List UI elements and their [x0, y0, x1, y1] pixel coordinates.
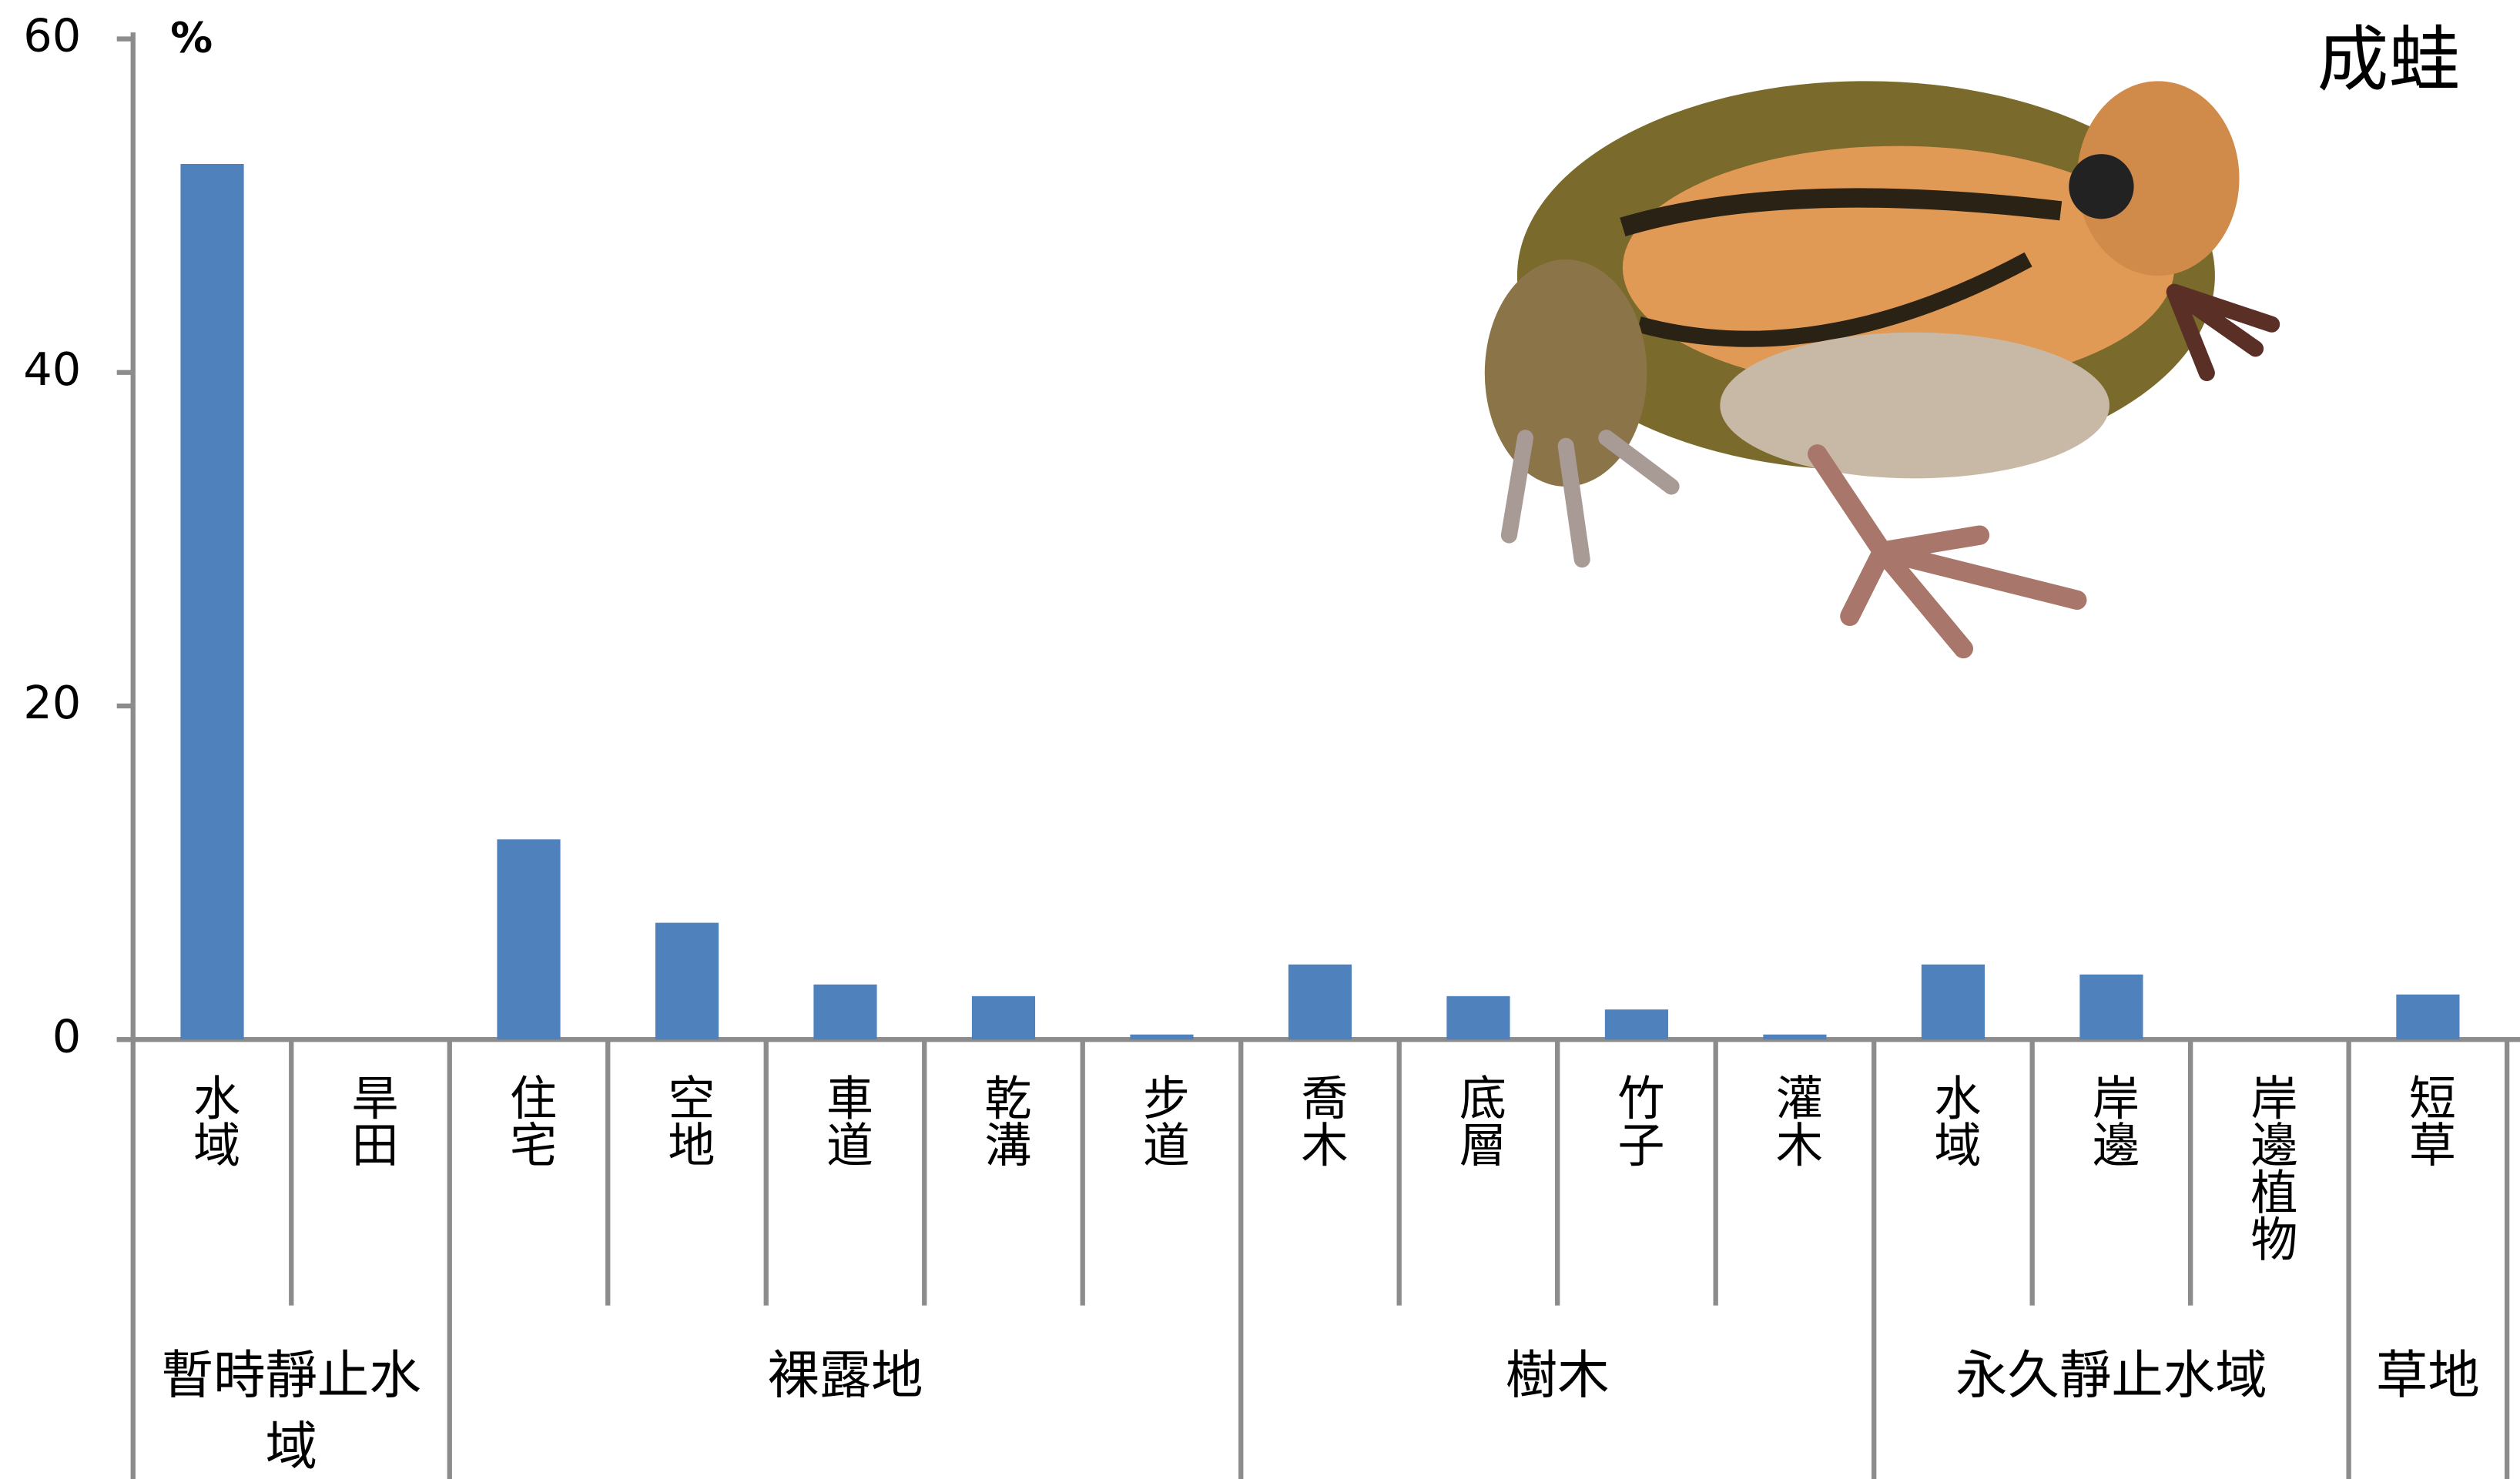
bar — [1288, 964, 1352, 1040]
group-label-box: 裸露地 — [767, 1344, 923, 1407]
x-tick-label: 底層 — [1451, 1073, 1506, 1167]
x-tick-label: 水域 — [1925, 1073, 1980, 1167]
x-tick-label: 岸邊植物 — [2242, 1073, 2297, 1261]
group-label-box: 樹木 — [1505, 1344, 1610, 1407]
x-tick-label: 住宅 — [501, 1073, 556, 1167]
x-tick-label: 旱田 — [343, 1073, 397, 1167]
group-label: 裸露地 — [767, 1344, 923, 1407]
group-label-box: 草地 — [2375, 1344, 2480, 1407]
x-tick-label: 水域 — [185, 1073, 240, 1167]
x-tick-label: 乾溝 — [976, 1073, 1030, 1167]
x-tick-label: 步道 — [1134, 1073, 1189, 1167]
group-label: 暫時靜止水域 — [161, 1344, 421, 1477]
y-tick-label: 60 — [23, 9, 81, 62]
bar — [1921, 964, 1986, 1040]
frog-photo — [1484, 81, 2280, 659]
bar — [2396, 994, 2460, 1040]
bar — [180, 164, 244, 1040]
bar — [1604, 1009, 1669, 1040]
bar — [2079, 974, 2143, 1040]
group-label: 永久靜止水域 — [1955, 1344, 2267, 1407]
x-tick-label: 灌木 — [1768, 1073, 1822, 1167]
bar — [1446, 995, 1510, 1040]
x-tick-label: 空地 — [659, 1073, 714, 1167]
chart-title: 成蛙 — [2317, 18, 2460, 102]
group-label: 草地 — [2375, 1344, 2480, 1407]
bar — [1763, 1034, 1827, 1040]
group-label-box: 暫時靜止水域 — [161, 1344, 421, 1477]
x-tick-label: 喬木 — [1292, 1073, 1347, 1167]
bar — [1130, 1034, 1194, 1040]
group-label-box: 永久靜止水域 — [1955, 1344, 2267, 1407]
unit-label: % — [170, 12, 213, 62]
x-tick-label: 岸邊 — [2084, 1073, 2139, 1167]
x-tick-label: 短草 — [2401, 1073, 2455, 1167]
y-tick-label: 0 — [52, 1009, 82, 1062]
bar — [497, 839, 561, 1040]
x-tick-label: 車道 — [818, 1073, 873, 1167]
y-tick-label: 20 — [23, 676, 81, 729]
bar — [971, 995, 1036, 1040]
x-tick-label: 竹子 — [1609, 1073, 1664, 1167]
bar — [813, 984, 877, 1040]
y-tick-label: 40 — [23, 343, 81, 396]
bar — [655, 922, 719, 1040]
group-label: 樹木 — [1505, 1344, 1610, 1407]
